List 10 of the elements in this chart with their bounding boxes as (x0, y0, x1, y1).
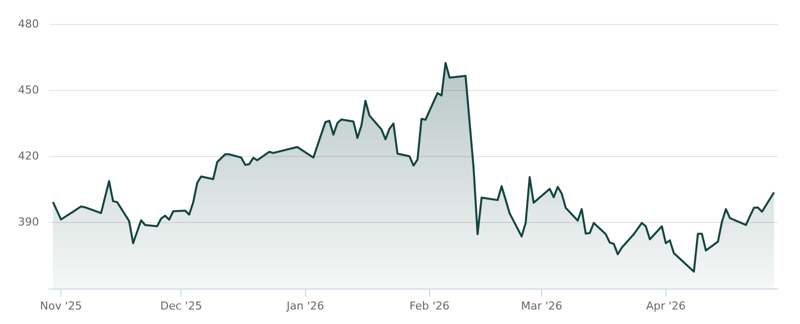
x-tick-label: Apr '26 (646, 299, 686, 312)
x-tick-label: Jan '26 (286, 299, 324, 312)
x-tick-label: Feb '26 (410, 299, 450, 312)
y-tick-label: 390 (18, 216, 39, 229)
x-tick-label: Nov '25 (40, 299, 82, 312)
x-tick-label: Dec '25 (160, 299, 202, 312)
y-tick-label: 420 (18, 150, 39, 163)
y-tick-label: 480 (18, 17, 39, 30)
x-tick-label: Mar '26 (521, 299, 562, 312)
y-tick-label: 450 (18, 84, 39, 97)
